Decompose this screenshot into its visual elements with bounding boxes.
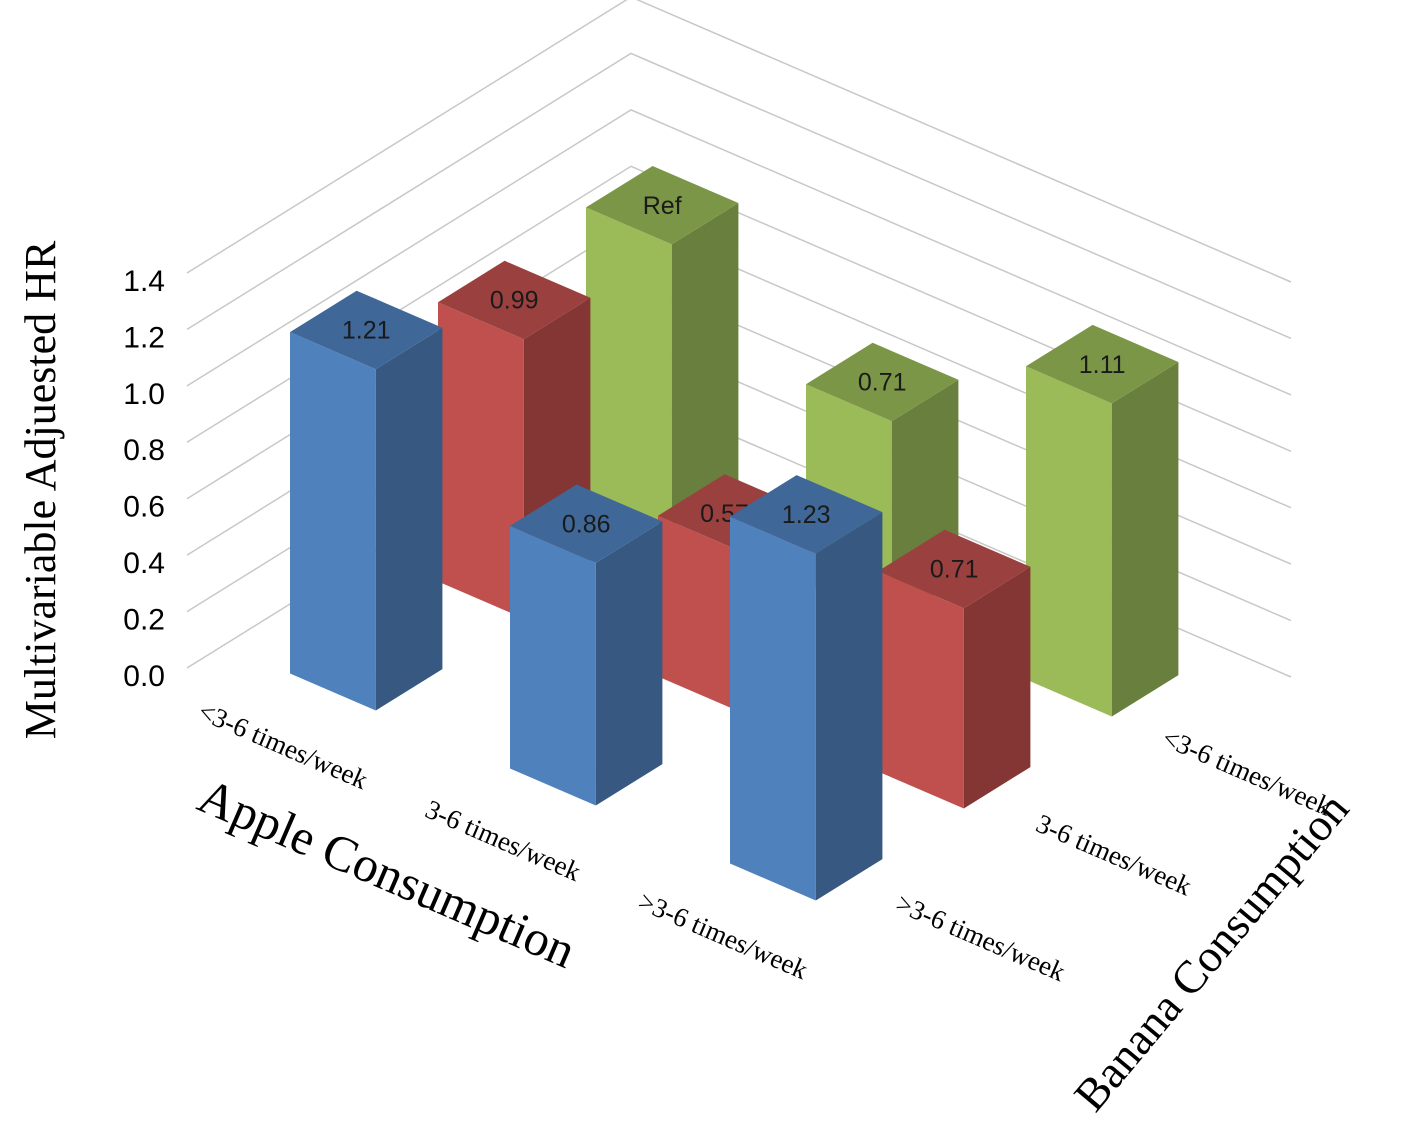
legend-label: 3-6 times/week (1032, 808, 1196, 901)
y-tick-label: 0.8 (123, 434, 165, 467)
bar-top (290, 290, 443, 370)
bar-front (586, 207, 672, 527)
bar-top (878, 529, 1031, 609)
bar-side (815, 512, 883, 901)
bar-front (658, 515, 744, 714)
data-label: 0.71 (930, 556, 979, 584)
data-label: 0.99 (490, 287, 539, 315)
y-tick-label: 1.2 (123, 321, 165, 354)
x-axis-title: Apple Consumption (191, 767, 584, 979)
y-tick-label: 0.4 (123, 547, 165, 580)
bar-front (510, 525, 596, 806)
bar-top (586, 166, 739, 245)
grid-line (186, 0, 1292, 283)
legend-label: >3-6 times/week (892, 888, 1070, 987)
bar-side (595, 521, 663, 806)
bar-top (730, 475, 883, 554)
y-tick-label: 0.0 (123, 660, 165, 693)
y-axis-title: Multivariable Adjuested HR (16, 240, 65, 739)
y-tick-label: 1.0 (123, 378, 165, 411)
grid-line (186, 52, 1292, 340)
bar-top (1026, 324, 1179, 404)
z-axis-title: Banana Consumption (1064, 783, 1358, 1120)
bar-front (290, 332, 376, 711)
bar-side (963, 566, 1031, 809)
x-tick-label: >3-6 times/week (634, 886, 812, 985)
bar-front (730, 516, 816, 901)
grid-line (186, 109, 1292, 396)
bar-top (438, 260, 591, 340)
bar-side (671, 203, 739, 527)
y-tick-label: 0.2 (123, 603, 165, 636)
data-label: 0.71 (858, 369, 907, 397)
y-tick-label: 0.6 (123, 491, 165, 524)
bar-side (1111, 362, 1179, 717)
bar-front (1026, 366, 1112, 717)
bar-top (806, 342, 959, 422)
data-label: 1.11 (1079, 351, 1126, 379)
bar-front (878, 571, 964, 809)
data-label: Ref (643, 192, 682, 220)
data-label: 1.23 (782, 501, 831, 529)
bar-front (438, 302, 524, 619)
data-label: 0.86 (562, 510, 611, 538)
bar-side (375, 327, 443, 711)
data-label: 1.21 (342, 317, 391, 345)
bar-top (510, 484, 663, 563)
y-tick-label: 1.4 (123, 265, 165, 298)
